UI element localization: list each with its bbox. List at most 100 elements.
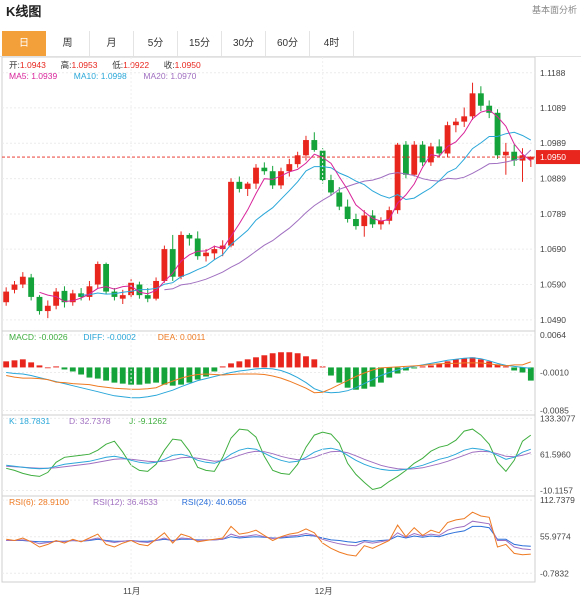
price-ytick: 1.0789 [540,209,566,219]
macd-bar [61,367,68,370]
ohlc-legend-2: 低:1.0922 [112,60,149,70]
rsi-legend-0: RSI(6): 28.9100 [9,497,69,507]
candle-body [294,155,301,165]
candle-body [169,249,176,277]
macd-bar [419,366,426,368]
rsi12-line [6,520,531,551]
x-axis-label: 11月 [123,586,140,596]
macd-bar [469,357,476,368]
candle-body [311,140,318,150]
rsi-legend-1: RSI(12): 36.4533 [93,497,158,507]
candle-body [236,181,243,189]
macd-bar [94,367,101,379]
price-ytick: 1.1188 [540,68,566,78]
candle-body [336,192,343,207]
candle-body [53,291,60,306]
candle-body [386,210,393,221]
macd-bar [19,359,26,368]
tab-6[interactable]: 60分 [266,31,310,56]
candle-body [203,252,209,257]
candle-body [194,238,201,257]
candle-body [178,234,184,277]
kdj-ytick: 61.5960 [540,449,571,459]
candle-body [44,305,51,312]
tab-4[interactable]: 15分 [178,31,222,56]
candle-body [511,151,518,161]
macd-bar [278,352,284,368]
ma5-line [39,109,532,303]
macd-bar [36,365,43,368]
kdj-j-line [6,428,532,491]
kdj-d-line [6,450,531,470]
tab-7[interactable]: 4时 [310,31,354,56]
macd-bar [44,367,51,369]
tab-1[interactable]: 周 [46,31,90,56]
fundamental-analysis-link[interactable]: 基本面分析 [531,5,577,15]
tab-5[interactable]: 30分 [222,31,266,56]
macd-bar [411,367,418,369]
price-ytick: 1.1089 [540,103,566,113]
candle-body [128,282,135,296]
candle-body [219,245,226,250]
candle-body [3,291,10,303]
candle-body [378,220,384,225]
macd-bar [186,367,193,383]
price-ytick: 1.0889 [540,174,566,184]
kdj-legend-0: K: 18.7831 [9,416,50,426]
rsi-ytick: 112.7379 [540,495,575,505]
tab-2[interactable]: 月 [90,31,134,56]
period-tabs: 日周月 5分 15分 30分 60分 4时 [2,31,354,56]
macd-bar [402,367,409,371]
candle-body [86,286,93,297]
macd-bar [128,367,135,385]
last-price-tag [536,150,580,165]
macd-bar [444,361,451,368]
price-ytick: 1.0989 [540,138,566,148]
macd-bar [86,367,93,378]
macd-bar [502,366,509,368]
candle-body [394,144,401,211]
candle-body [419,144,426,163]
macd-bar [527,367,534,381]
candle-body [186,234,193,239]
x-axis-label: 12月 [315,586,333,596]
macd-bar [436,363,443,368]
candle-body [36,296,43,312]
rsi-ytick: 55.9774 [540,532,571,542]
candle-body [103,263,110,292]
macd-bar [11,360,18,368]
page-title: K线图 [6,4,42,19]
macd-bar [28,362,35,368]
candle-body [278,171,284,186]
candle-body [69,293,76,303]
candle-body [402,144,409,175]
candle-body [369,215,376,225]
kdj-ytick: -10.1157 [540,486,573,496]
candle-body [461,116,468,122]
tab-3[interactable]: 5分 [134,31,178,56]
candle-body [269,171,276,186]
candle-body [211,249,218,254]
macd-bar [303,356,309,368]
macd-legend-1: DIFF: -0.0002 [83,332,136,342]
macd-ytick: 0.0064 [540,330,566,340]
macd-bar [369,367,376,387]
price-ytick: 1.0690 [540,244,566,254]
candle-body [477,93,484,106]
candle-body [19,276,26,285]
macd-bar [178,367,184,385]
candle-body [469,93,476,117]
macd-bar [261,355,268,368]
tab-0[interactable]: 日 [2,31,46,56]
macd-bar [169,367,176,386]
candle-body [527,157,534,160]
candle-body [28,277,35,297]
macd-bar [311,359,318,368]
macd-bar [119,367,126,384]
kdj-k-line [6,447,531,471]
kline-chart[interactable]: 1.1188 1.1089 1.0989 1.0889 1.0789 1.0690 1.05… [0,57,581,600]
macd-bar [236,361,243,368]
price-ytick: 1.0590 [540,280,566,290]
candle-body [11,284,18,290]
macd-bar [194,367,201,380]
